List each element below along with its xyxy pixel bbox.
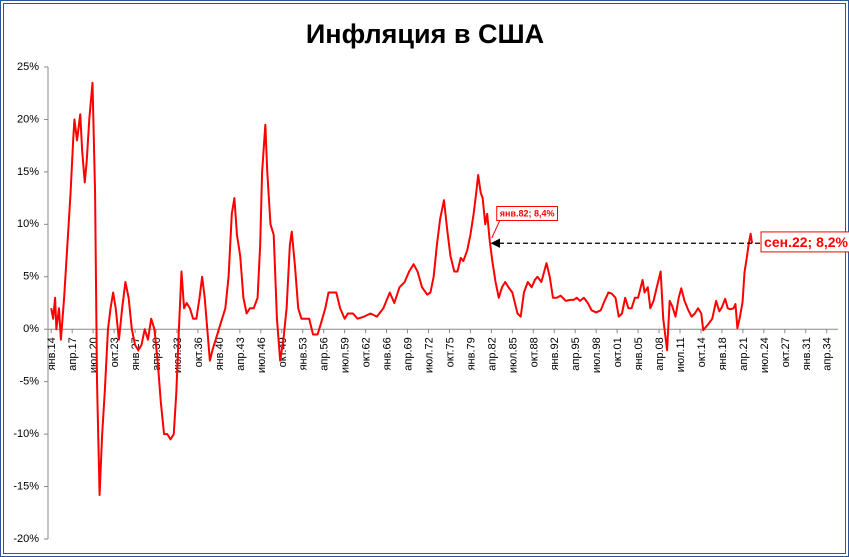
x-tick-label: июл.24 <box>759 337 771 373</box>
y-tick-label: 0% <box>23 323 39 335</box>
x-tick-label: апр.08 <box>654 337 666 370</box>
y-tick-label: 25% <box>17 61 39 73</box>
x-tick-label: окт.62 <box>361 337 373 367</box>
x-tick-label: июл.11 <box>675 337 687 372</box>
x-tick-label: апр.43 <box>235 337 247 370</box>
x-tick-label: янв.79 <box>465 337 477 370</box>
x-tick-label: июл.98 <box>591 337 603 373</box>
x-tick-label: июл.59 <box>340 337 352 373</box>
x-tick-label: июл.85 <box>507 337 519 373</box>
y-tick-label: 15% <box>17 166 39 178</box>
x-tick-label: янв.18 <box>717 337 729 370</box>
x-tick-label: янв.66 <box>382 337 394 370</box>
x-tick-label: окт.14 <box>696 337 708 367</box>
x-tick-label: июл.72 <box>423 337 435 373</box>
annotation-pointer <box>491 220 501 239</box>
annotation-box <box>496 205 559 221</box>
line-series <box>50 81 754 496</box>
x-tick-label: апр.69 <box>403 337 415 370</box>
annotation-label: янв.82; 8,4% <box>500 208 555 218</box>
y-tick-label: -15% <box>13 480 39 492</box>
x-tick-label: апр.56 <box>319 337 331 370</box>
x-tick-label: окт.75 <box>444 337 456 367</box>
x-tick-label: янв.92 <box>549 337 561 370</box>
chart-title: Инфляция в США <box>306 19 544 49</box>
x-tick-label: апр.95 <box>570 337 582 370</box>
annotation: сен.22; 8,2% <box>760 231 849 253</box>
y-tick-label: -10% <box>13 428 39 440</box>
annotation: янв.82; 8,4% <box>491 205 559 239</box>
x-tick-label: апр.21 <box>738 337 750 370</box>
x-tick-label: июл.20 <box>88 337 100 373</box>
x-tick-label: янв.40 <box>214 337 226 370</box>
x-tick-label: апр.34 <box>822 337 834 370</box>
x-tick-label: окт.27 <box>780 337 792 367</box>
x-tick-label: янв.53 <box>298 337 310 370</box>
y-tick-label: 10% <box>17 218 39 230</box>
x-tick-label: янв.05 <box>633 337 645 370</box>
x-tick-label: июл.46 <box>256 337 268 373</box>
x-tick-label: янв.27 <box>130 337 142 370</box>
y-tick-label: 20% <box>17 113 39 125</box>
x-tick-label: окт.01 <box>612 337 624 367</box>
annotation-label: сен.22; 8,2% <box>764 234 849 250</box>
y-tick-label: 5% <box>23 271 39 283</box>
y-tick-label: -20% <box>13 533 39 545</box>
x-tick-label: янв.14 <box>46 337 58 370</box>
x-tick-label: апр.17 <box>67 337 79 370</box>
x-tick-label: апр.82 <box>486 337 498 370</box>
x-tick-label: окт.23 <box>109 337 121 367</box>
x-tick-label: окт.36 <box>193 337 205 367</box>
y-tick-label: -5% <box>19 376 39 388</box>
annotation-box <box>760 231 849 253</box>
x-tick-label: окт.88 <box>528 337 540 367</box>
x-tick-label: янв.31 <box>801 337 813 370</box>
